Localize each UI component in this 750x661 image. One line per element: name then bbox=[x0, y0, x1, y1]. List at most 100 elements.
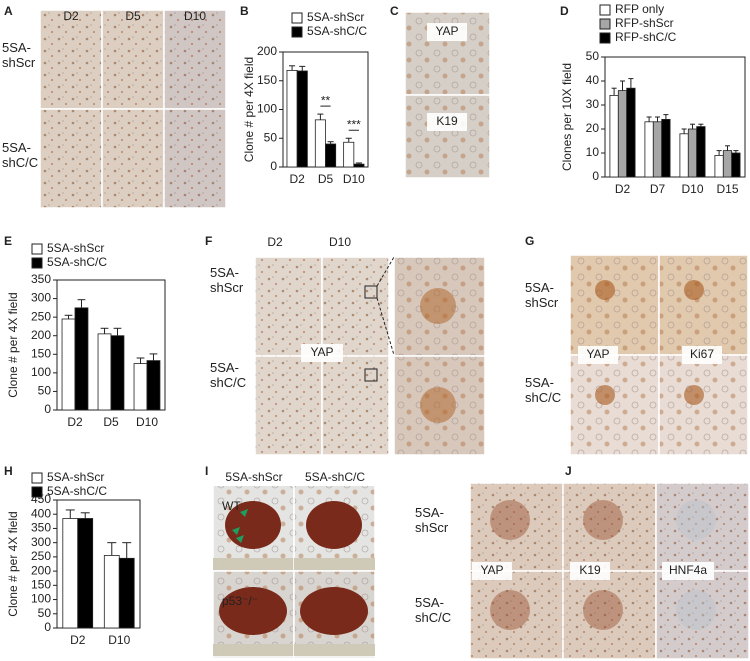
bar bbox=[61, 318, 76, 411]
x-tick-label: D2 bbox=[67, 415, 83, 429]
legend-label: 5SA-shC/C bbox=[47, 484, 107, 498]
panel-letter: J bbox=[565, 464, 572, 478]
image-label: YAP bbox=[310, 345, 333, 359]
x-tick-label: D5 bbox=[318, 172, 334, 186]
image-label: YAP bbox=[435, 24, 458, 38]
row-label: 5SA-shScr bbox=[415, 505, 449, 535]
micrograph-texture bbox=[102, 10, 164, 109]
image-label: K19 bbox=[579, 563, 601, 577]
micrograph-texture bbox=[659, 355, 748, 455]
row-label-box: 5SA-shScr bbox=[525, 280, 559, 310]
y-tick-label: 200 bbox=[31, 328, 51, 342]
row-label-box: 5SA-shScr bbox=[415, 505, 449, 535]
y-tick-label: 0 bbox=[44, 402, 51, 416]
cell bbox=[595, 280, 615, 300]
x-tick-label: D15 bbox=[716, 182, 738, 196]
panel-letter: H bbox=[4, 464, 13, 478]
legend-swatch bbox=[31, 472, 43, 484]
x-tick-label: D2 bbox=[70, 633, 86, 647]
row-label: 5SA-shC/C bbox=[525, 375, 562, 405]
label-bg bbox=[427, 113, 467, 131]
error-bar bbox=[611, 87, 617, 96]
y-axis-label: Clone # per 4X field bbox=[6, 292, 20, 397]
y-tick-label: 250 bbox=[31, 549, 51, 563]
error-bar bbox=[149, 353, 158, 361]
error-bar bbox=[646, 116, 652, 122]
error-bar bbox=[77, 299, 86, 308]
cell bbox=[684, 280, 704, 300]
image-label: YAP bbox=[586, 347, 609, 361]
error-bar bbox=[355, 162, 362, 165]
bar bbox=[286, 70, 298, 168]
legend-swatch bbox=[31, 243, 43, 255]
error-bar bbox=[716, 150, 722, 156]
legend-swatch bbox=[31, 486, 43, 498]
ruler bbox=[213, 558, 294, 570]
legend-swatch bbox=[599, 4, 611, 16]
y-tick-label: 50 bbox=[38, 384, 52, 398]
image-label: D2 bbox=[63, 9, 79, 23]
image-label: D10 bbox=[184, 9, 206, 23]
bar bbox=[644, 121, 654, 178]
clone bbox=[676, 500, 716, 540]
label-bg bbox=[682, 346, 722, 364]
clone bbox=[420, 387, 456, 423]
image-label: 5SA-shC/C bbox=[305, 470, 365, 484]
bar bbox=[714, 154, 724, 178]
row-label: 5SA-shScr bbox=[525, 280, 559, 310]
error-bar bbox=[733, 150, 739, 153]
panel-letter: A bbox=[4, 4, 13, 18]
legend-label: 5SA-shScr bbox=[47, 241, 104, 255]
x-tick-label: D2 bbox=[615, 182, 631, 196]
y-tick-label: 150 bbox=[257, 73, 277, 87]
y-tick-label: 200 bbox=[257, 44, 277, 58]
clone bbox=[676, 590, 716, 630]
ruler bbox=[294, 644, 375, 656]
error-bar bbox=[107, 542, 117, 556]
image-label: YAP bbox=[480, 563, 503, 577]
bar bbox=[343, 141, 355, 168]
ruler bbox=[213, 644, 294, 656]
error-bar bbox=[136, 357, 145, 364]
liver bbox=[300, 587, 368, 635]
error-bar bbox=[345, 137, 352, 143]
panel-letter: F bbox=[205, 234, 212, 248]
bar bbox=[661, 119, 671, 178]
micrograph-texture bbox=[40, 109, 102, 208]
image-label: D10 bbox=[329, 235, 351, 249]
y-tick-label: 350 bbox=[31, 272, 51, 286]
y-tick-label: 30 bbox=[586, 97, 600, 111]
header-bg bbox=[213, 470, 375, 486]
bar bbox=[62, 518, 79, 629]
x-tick-label: D2 bbox=[289, 172, 305, 186]
legend-swatch bbox=[291, 12, 303, 24]
bar bbox=[97, 333, 112, 411]
y-tick-label: 150 bbox=[31, 346, 51, 360]
bar bbox=[617, 90, 628, 178]
x-tick-label: D10 bbox=[343, 172, 365, 186]
error-bar bbox=[64, 314, 73, 319]
panel-letter: D bbox=[560, 4, 569, 18]
bar bbox=[325, 143, 337, 168]
row-label-box: 5SA-shC/C bbox=[2, 140, 38, 170]
clone bbox=[490, 590, 530, 630]
bar bbox=[314, 119, 326, 168]
bar bbox=[722, 150, 733, 178]
micrograph-texture bbox=[470, 483, 563, 571]
micrograph-border bbox=[404, 94, 491, 179]
panel-letter: E bbox=[4, 234, 12, 248]
zoom-box bbox=[364, 368, 378, 382]
y-tick-label: 50 bbox=[264, 130, 278, 144]
y-tick-label: 300 bbox=[31, 535, 51, 549]
legend-label: RFP-shC/C bbox=[615, 30, 677, 44]
legend-swatch bbox=[31, 257, 43, 269]
error-bar bbox=[724, 145, 731, 151]
arrowhead bbox=[232, 527, 240, 535]
micrograph-texture bbox=[102, 109, 164, 208]
image-label: K19 bbox=[436, 114, 458, 128]
micrograph-texture bbox=[405, 95, 490, 178]
y-tick-label: 40 bbox=[586, 73, 600, 87]
error-bar bbox=[663, 114, 669, 120]
error-bar bbox=[698, 123, 704, 127]
arrowhead bbox=[240, 509, 248, 517]
